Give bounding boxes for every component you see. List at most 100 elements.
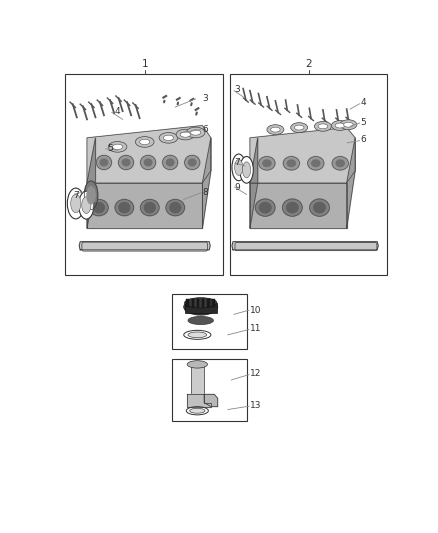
Ellipse shape [108,142,127,152]
Text: 12: 12 [250,369,261,378]
Ellipse shape [243,162,251,178]
Ellipse shape [286,203,298,213]
Ellipse shape [163,135,173,141]
Ellipse shape [340,120,357,130]
Ellipse shape [291,123,307,133]
Ellipse shape [135,136,154,147]
Ellipse shape [232,154,246,181]
Ellipse shape [162,155,178,169]
Ellipse shape [141,199,159,216]
Polygon shape [87,138,95,228]
Text: 2: 2 [305,59,312,69]
Bar [187,298,189,307]
Bar [207,298,209,307]
Text: 4: 4 [114,107,120,116]
Ellipse shape [307,157,324,170]
Ellipse shape [184,298,217,308]
Ellipse shape [294,125,304,130]
Text: 4: 4 [360,99,366,108]
Bar [172,359,247,421]
Ellipse shape [335,123,345,128]
Ellipse shape [255,199,275,216]
Ellipse shape [240,157,253,183]
Ellipse shape [71,194,81,213]
Text: 11: 11 [250,324,261,333]
Ellipse shape [336,160,344,166]
Ellipse shape [188,159,196,166]
Text: 3: 3 [234,85,240,94]
Polygon shape [232,241,378,250]
Ellipse shape [115,199,134,216]
Ellipse shape [312,160,320,166]
Bar [212,298,215,307]
Bar [172,294,247,349]
Ellipse shape [140,139,150,144]
Ellipse shape [82,197,91,214]
Ellipse shape [176,129,195,140]
Ellipse shape [113,144,123,150]
Ellipse shape [79,191,94,219]
Ellipse shape [159,133,178,143]
Ellipse shape [89,199,108,216]
Text: 3: 3 [202,94,208,103]
Ellipse shape [184,155,200,169]
Ellipse shape [100,159,108,166]
Text: 7: 7 [74,191,79,200]
Ellipse shape [191,130,201,135]
Bar [230,74,387,276]
Ellipse shape [259,157,275,170]
Text: 6: 6 [202,125,208,134]
Ellipse shape [180,132,191,137]
Ellipse shape [314,122,332,131]
Text: 5: 5 [107,143,113,152]
Ellipse shape [344,122,353,127]
Ellipse shape [141,155,156,169]
Polygon shape [250,138,258,228]
Ellipse shape [188,317,213,325]
Polygon shape [250,183,346,228]
Ellipse shape [259,203,271,213]
Text: 1: 1 [141,59,148,69]
Ellipse shape [190,408,205,413]
Ellipse shape [186,407,208,415]
Polygon shape [202,138,211,228]
Bar [202,298,205,307]
Text: 7: 7 [234,158,240,167]
Ellipse shape [188,332,207,338]
Ellipse shape [93,203,104,213]
Ellipse shape [170,203,181,213]
Ellipse shape [166,199,184,216]
Polygon shape [204,394,218,407]
Polygon shape [187,394,211,407]
Ellipse shape [283,157,300,170]
Ellipse shape [314,203,325,213]
Ellipse shape [235,159,243,175]
Ellipse shape [84,181,98,209]
Polygon shape [87,183,202,228]
Ellipse shape [187,361,208,368]
Ellipse shape [122,159,130,166]
Ellipse shape [332,120,348,131]
Bar [185,303,217,313]
Text: 8: 8 [202,188,208,197]
Ellipse shape [287,160,295,166]
Text: 9: 9 [234,183,240,191]
Ellipse shape [267,125,284,134]
Ellipse shape [145,203,155,213]
Bar [197,298,199,307]
Text: 5: 5 [360,118,366,127]
Ellipse shape [119,203,130,213]
Ellipse shape [145,159,152,166]
Ellipse shape [166,159,174,166]
Ellipse shape [87,187,95,204]
Polygon shape [87,126,211,183]
Ellipse shape [318,124,328,129]
Ellipse shape [283,199,302,216]
Text: 10: 10 [250,306,261,314]
Polygon shape [250,127,355,183]
Ellipse shape [67,188,84,219]
Ellipse shape [263,160,271,166]
Polygon shape [346,138,355,228]
Polygon shape [79,241,210,250]
Ellipse shape [118,155,134,169]
